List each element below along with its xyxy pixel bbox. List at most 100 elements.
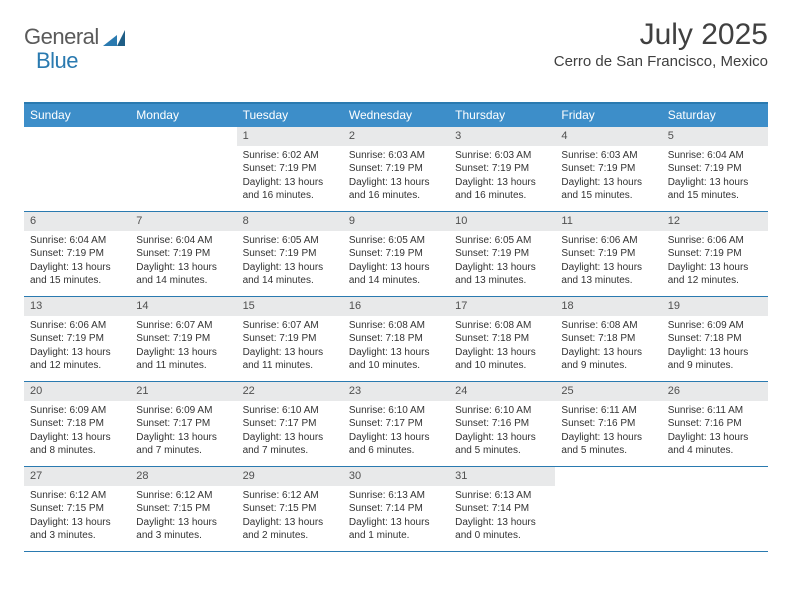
day-body: Sunrise: 6:09 AMSunset: 7:18 PMDaylight:… bbox=[662, 316, 768, 377]
day-number: 1 bbox=[237, 127, 343, 146]
day-cell: 13Sunrise: 6:06 AMSunset: 7:19 PMDayligh… bbox=[24, 297, 130, 381]
sunrise-line: Sunrise: 6:11 AM bbox=[668, 404, 762, 418]
day-cell: 15Sunrise: 6:07 AMSunset: 7:19 PMDayligh… bbox=[237, 297, 343, 381]
day-number: 11 bbox=[555, 212, 661, 231]
sunset-line: Sunset: 7:19 PM bbox=[561, 247, 655, 261]
weekday-header: Thursday bbox=[449, 104, 555, 127]
day-cell: 29Sunrise: 6:12 AMSunset: 7:15 PMDayligh… bbox=[237, 467, 343, 551]
page-title: July 2025 bbox=[554, 18, 768, 51]
day-body: Sunrise: 6:02 AMSunset: 7:19 PMDaylight:… bbox=[237, 146, 343, 207]
day-cell bbox=[130, 127, 236, 211]
day-body: Sunrise: 6:07 AMSunset: 7:19 PMDaylight:… bbox=[237, 316, 343, 377]
day-cell: 18Sunrise: 6:08 AMSunset: 7:18 PMDayligh… bbox=[555, 297, 661, 381]
day-body: Sunrise: 6:11 AMSunset: 7:16 PMDaylight:… bbox=[662, 401, 768, 462]
day-number: 12 bbox=[662, 212, 768, 231]
daylight-line: Daylight: 13 hours and 15 minutes. bbox=[668, 176, 762, 203]
calendar: SundayMondayTuesdayWednesdayThursdayFrid… bbox=[24, 102, 768, 552]
sunrise-line: Sunrise: 6:07 AM bbox=[136, 319, 230, 333]
sunset-line: Sunset: 7:15 PM bbox=[243, 502, 337, 516]
sunrise-line: Sunrise: 6:03 AM bbox=[455, 149, 549, 163]
logo-mark-icon bbox=[103, 30, 125, 46]
day-cell: 20Sunrise: 6:09 AMSunset: 7:18 PMDayligh… bbox=[24, 382, 130, 466]
day-cell: 10Sunrise: 6:05 AMSunset: 7:19 PMDayligh… bbox=[449, 212, 555, 296]
sunrise-line: Sunrise: 6:04 AM bbox=[30, 234, 124, 248]
sunrise-line: Sunrise: 6:05 AM bbox=[349, 234, 443, 248]
day-body: Sunrise: 6:06 AMSunset: 7:19 PMDaylight:… bbox=[555, 231, 661, 292]
day-number: 16 bbox=[343, 297, 449, 316]
sunset-line: Sunset: 7:19 PM bbox=[30, 247, 124, 261]
daylight-line: Daylight: 13 hours and 13 minutes. bbox=[561, 261, 655, 288]
day-body: Sunrise: 6:04 AMSunset: 7:19 PMDaylight:… bbox=[662, 146, 768, 207]
day-cell: 25Sunrise: 6:11 AMSunset: 7:16 PMDayligh… bbox=[555, 382, 661, 466]
sunset-line: Sunset: 7:18 PM bbox=[349, 332, 443, 346]
week-row: 20Sunrise: 6:09 AMSunset: 7:18 PMDayligh… bbox=[24, 382, 768, 467]
daylight-line: Daylight: 13 hours and 14 minutes. bbox=[349, 261, 443, 288]
daylight-line: Daylight: 13 hours and 16 minutes. bbox=[349, 176, 443, 203]
day-body: Sunrise: 6:12 AMSunset: 7:15 PMDaylight:… bbox=[24, 486, 130, 547]
day-number: 2 bbox=[343, 127, 449, 146]
sunset-line: Sunset: 7:17 PM bbox=[349, 417, 443, 431]
sunset-line: Sunset: 7:19 PM bbox=[455, 162, 549, 176]
day-cell: 4Sunrise: 6:03 AMSunset: 7:19 PMDaylight… bbox=[555, 127, 661, 211]
day-body: Sunrise: 6:09 AMSunset: 7:18 PMDaylight:… bbox=[24, 401, 130, 462]
day-cell: 21Sunrise: 6:09 AMSunset: 7:17 PMDayligh… bbox=[130, 382, 236, 466]
sunrise-line: Sunrise: 6:07 AM bbox=[243, 319, 337, 333]
day-cell bbox=[555, 467, 661, 551]
day-cell: 7Sunrise: 6:04 AMSunset: 7:19 PMDaylight… bbox=[130, 212, 236, 296]
day-body: Sunrise: 6:07 AMSunset: 7:19 PMDaylight:… bbox=[130, 316, 236, 377]
day-number: 17 bbox=[449, 297, 555, 316]
daylight-line: Daylight: 13 hours and 14 minutes. bbox=[136, 261, 230, 288]
sunrise-line: Sunrise: 6:11 AM bbox=[561, 404, 655, 418]
daylight-line: Daylight: 13 hours and 15 minutes. bbox=[561, 176, 655, 203]
sunrise-line: Sunrise: 6:06 AM bbox=[561, 234, 655, 248]
day-number: 28 bbox=[130, 467, 236, 486]
day-number: 23 bbox=[343, 382, 449, 401]
daylight-line: Daylight: 13 hours and 11 minutes. bbox=[243, 346, 337, 373]
day-body: Sunrise: 6:12 AMSunset: 7:15 PMDaylight:… bbox=[130, 486, 236, 547]
sunset-line: Sunset: 7:19 PM bbox=[561, 162, 655, 176]
weekday-header: Wednesday bbox=[343, 104, 449, 127]
day-number: 15 bbox=[237, 297, 343, 316]
day-body: Sunrise: 6:12 AMSunset: 7:15 PMDaylight:… bbox=[237, 486, 343, 547]
day-number: 21 bbox=[130, 382, 236, 401]
daylight-line: Daylight: 13 hours and 3 minutes. bbox=[30, 516, 124, 543]
daylight-line: Daylight: 13 hours and 2 minutes. bbox=[243, 516, 337, 543]
day-number: 18 bbox=[555, 297, 661, 316]
day-cell: 16Sunrise: 6:08 AMSunset: 7:18 PMDayligh… bbox=[343, 297, 449, 381]
sunrise-line: Sunrise: 6:13 AM bbox=[349, 489, 443, 503]
weeks-grid: 1Sunrise: 6:02 AMSunset: 7:19 PMDaylight… bbox=[24, 127, 768, 552]
day-cell bbox=[662, 467, 768, 551]
day-cell: 22Sunrise: 6:10 AMSunset: 7:17 PMDayligh… bbox=[237, 382, 343, 466]
day-body: Sunrise: 6:08 AMSunset: 7:18 PMDaylight:… bbox=[555, 316, 661, 377]
sunrise-line: Sunrise: 6:03 AM bbox=[349, 149, 443, 163]
day-cell: 28Sunrise: 6:12 AMSunset: 7:15 PMDayligh… bbox=[130, 467, 236, 551]
daylight-line: Daylight: 13 hours and 8 minutes. bbox=[30, 431, 124, 458]
day-cell: 30Sunrise: 6:13 AMSunset: 7:14 PMDayligh… bbox=[343, 467, 449, 551]
daylight-line: Daylight: 13 hours and 16 minutes. bbox=[455, 176, 549, 203]
daylight-line: Daylight: 13 hours and 5 minutes. bbox=[561, 431, 655, 458]
daylight-line: Daylight: 13 hours and 5 minutes. bbox=[455, 431, 549, 458]
day-body: Sunrise: 6:05 AMSunset: 7:19 PMDaylight:… bbox=[237, 231, 343, 292]
week-row: 27Sunrise: 6:12 AMSunset: 7:15 PMDayligh… bbox=[24, 467, 768, 552]
logo-text-2: Blue bbox=[36, 48, 78, 74]
day-cell: 11Sunrise: 6:06 AMSunset: 7:19 PMDayligh… bbox=[555, 212, 661, 296]
day-body: Sunrise: 6:10 AMSunset: 7:17 PMDaylight:… bbox=[237, 401, 343, 462]
sunrise-line: Sunrise: 6:05 AM bbox=[243, 234, 337, 248]
sunset-line: Sunset: 7:19 PM bbox=[136, 332, 230, 346]
day-cell: 24Sunrise: 6:10 AMSunset: 7:16 PMDayligh… bbox=[449, 382, 555, 466]
daylight-line: Daylight: 13 hours and 7 minutes. bbox=[243, 431, 337, 458]
sunrise-line: Sunrise: 6:08 AM bbox=[561, 319, 655, 333]
weekday-header-row: SundayMondayTuesdayWednesdayThursdayFrid… bbox=[24, 104, 768, 127]
daylight-line: Daylight: 13 hours and 12 minutes. bbox=[30, 346, 124, 373]
day-number: 25 bbox=[555, 382, 661, 401]
sunrise-line: Sunrise: 6:10 AM bbox=[349, 404, 443, 418]
day-cell: 26Sunrise: 6:11 AMSunset: 7:16 PMDayligh… bbox=[662, 382, 768, 466]
sunset-line: Sunset: 7:19 PM bbox=[243, 162, 337, 176]
day-body: Sunrise: 6:13 AMSunset: 7:14 PMDaylight:… bbox=[449, 486, 555, 547]
sunset-line: Sunset: 7:19 PM bbox=[349, 162, 443, 176]
day-cell: 5Sunrise: 6:04 AMSunset: 7:19 PMDaylight… bbox=[662, 127, 768, 211]
day-number: 22 bbox=[237, 382, 343, 401]
day-body: Sunrise: 6:10 AMSunset: 7:16 PMDaylight:… bbox=[449, 401, 555, 462]
sunset-line: Sunset: 7:15 PM bbox=[30, 502, 124, 516]
sunset-line: Sunset: 7:18 PM bbox=[30, 417, 124, 431]
